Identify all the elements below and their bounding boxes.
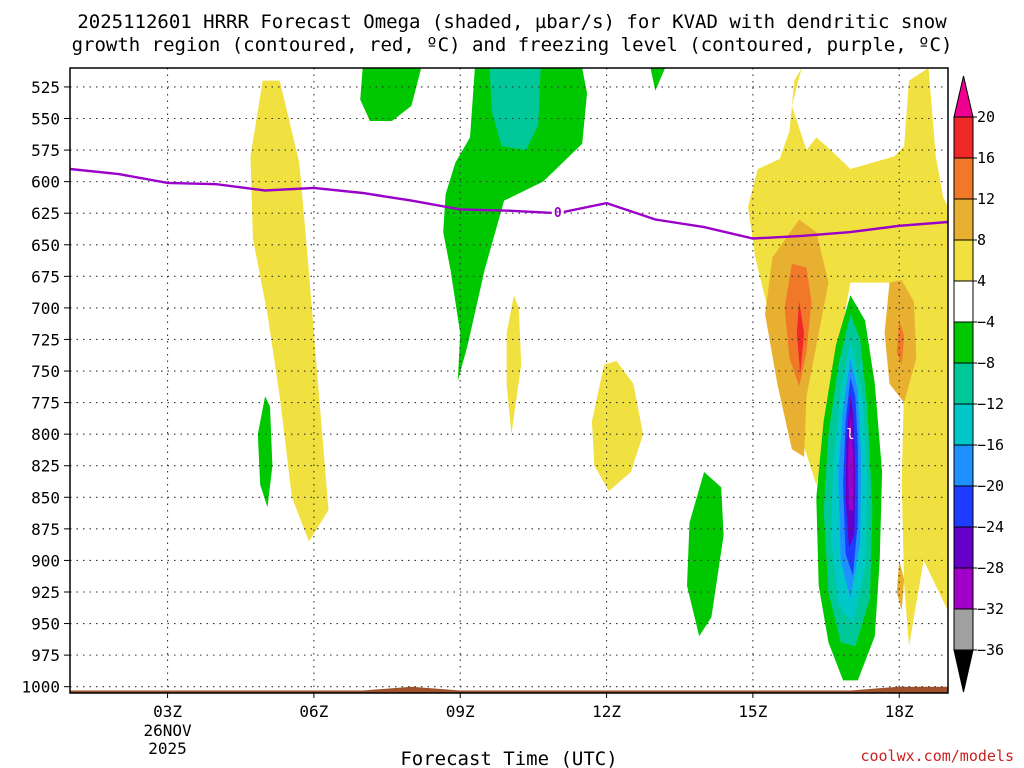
y-tick-label: 600 — [31, 173, 60, 192]
y-tick-label: 875 — [31, 520, 60, 539]
shade-green-14z-blob — [687, 472, 724, 637]
colorbar-label: 12 — [977, 190, 995, 208]
gridlines — [70, 68, 948, 693]
shade-yellow-10z-strip — [506, 295, 522, 435]
colorbar-segment — [953, 444, 974, 487]
date-label: 26NOV — [143, 721, 192, 740]
y-tick-label: 575 — [31, 141, 60, 160]
y-tick-label: 850 — [31, 488, 60, 507]
shade-yellow-12z-blob — [591, 360, 644, 491]
x-tick-label: 09Z — [446, 702, 475, 721]
y-tick-label: 925 — [31, 583, 60, 602]
shade-green-09z-column — [443, 68, 587, 382]
shade-teal-10z-top — [489, 68, 541, 151]
y-tick-label: 675 — [31, 267, 60, 286]
y-tick-label: 950 — [31, 615, 60, 634]
credit-link[interactable]: coolwx.com/models — [860, 747, 1014, 765]
shade-purple-17z-core — [848, 415, 853, 510]
y-axis-pressure: 525 550 575 600 625 650 675 700 725 750 775 800 825 8… — [21, 78, 70, 697]
shade-green-13z-speck — [650, 68, 666, 91]
colorbar-segment — [953, 116, 974, 159]
shade-yellow-06z-column — [250, 80, 329, 542]
x-tick-label: 12Z — [592, 702, 621, 721]
chart-title: 2025112601 HRRR Forecast Omega (shaded, … — [72, 11, 953, 56]
colorbar-label: 4 — [977, 272, 986, 290]
colorbar-legend: 20 16 12 8 4 −4 −8 −12 −16 −20 −24 −28 −32 −36 — [953, 75, 1004, 693]
x-tick-label: 18Z — [885, 702, 914, 721]
colorbar-label: −20 — [977, 477, 1004, 495]
shade-orange-18z-low — [896, 560, 905, 611]
shade-red-18z-speck — [896, 320, 905, 365]
omega-shading: l — [250, 68, 948, 681]
shade-magenta-16z — [796, 301, 805, 374]
colorbar-top-arrow — [953, 75, 974, 118]
colorbar-segment — [953, 362, 974, 405]
colorbar-bottom-arrow — [953, 649, 974, 693]
colorbar-label: 16 — [977, 149, 995, 167]
colorbar-label: −16 — [977, 436, 1004, 454]
colorbar-label: 8 — [977, 231, 986, 249]
y-tick-label: 825 — [31, 457, 60, 476]
y-tick-label: 975 — [31, 646, 60, 665]
colorbar-label: −32 — [977, 600, 1004, 618]
colorbar-label: −28 — [977, 559, 1004, 577]
colorbar-segment — [953, 280, 974, 323]
colorbar-label: −36 — [977, 641, 1004, 659]
colorbar-segment — [953, 321, 974, 364]
low-marker: l — [846, 427, 854, 443]
x-tick-label: 03Z — [153, 702, 182, 721]
y-tick-label: 525 — [31, 78, 60, 97]
y-tick-label: 725 — [31, 330, 60, 349]
colorbar-segment — [953, 567, 974, 610]
shade-yellow-15z-17z-big — [748, 68, 948, 647]
colorbar-label: −4 — [977, 313, 995, 331]
y-tick-label: 550 — [31, 110, 60, 129]
y-tick-label: 750 — [31, 362, 60, 381]
ground-surface — [70, 686, 948, 693]
y-tick-label: 650 — [31, 236, 60, 255]
freezing-level-contour: 0 — [70, 167, 948, 240]
y-tick-label: 1000 — [21, 678, 60, 697]
shade-green-07z-top — [360, 68, 422, 121]
freezing-level-line — [70, 167, 948, 240]
freezing-level-label: 0 — [554, 206, 562, 221]
y-tick-label: 800 — [31, 425, 60, 444]
colorbar-label: −8 — [977, 354, 995, 372]
colorbar-segment — [953, 526, 974, 569]
colorbar-segment — [953, 198, 974, 241]
y-tick-label: 900 — [31, 551, 60, 570]
y-tick-label: 700 — [31, 299, 60, 318]
y-tick-label: 775 — [31, 394, 60, 413]
title-line: 2025112601 HRRR Forecast Omega (shaded, … — [77, 11, 947, 33]
date-label: 2025 — [148, 739, 187, 758]
terrain-ground — [70, 686, 948, 693]
colorbar-segment — [953, 403, 974, 446]
x-axis-title: Forecast Time (UTC) — [400, 748, 617, 768]
colorbar-label: −12 — [977, 395, 1004, 413]
freezing-label-bg — [551, 204, 564, 220]
colorbar-segment — [953, 239, 974, 282]
colorbar-segment — [953, 608, 974, 651]
colorbar-segment — [953, 157, 974, 200]
plot-frame — [69, 67, 949, 694]
plot-area: l 0 — [69, 67, 949, 694]
title-line: growth region (contoured, red, ºC) and f… — [72, 34, 953, 56]
y-tick-label: 625 — [31, 204, 60, 223]
colorbar-segment — [953, 485, 974, 528]
colorbar-label: −24 — [977, 518, 1004, 536]
x-tick-label: 06Z — [299, 702, 328, 721]
shade-green-05z-strip — [257, 396, 273, 508]
colorbar-label: 20 — [977, 108, 995, 126]
x-tick-label: 15Z — [738, 702, 767, 721]
